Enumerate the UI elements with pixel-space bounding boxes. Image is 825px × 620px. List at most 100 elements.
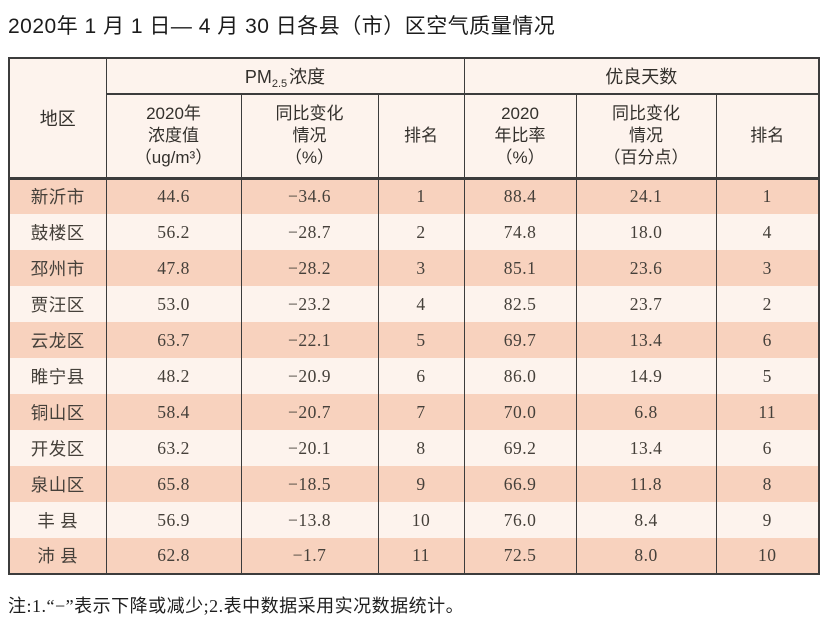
good-rate-cell: 88.4 [463,178,577,214]
pm-rank-cell: 2 [377,214,465,250]
good-change-cell: 24.1 [575,178,717,214]
region-cell: 邳州市 [8,250,107,286]
pm-rank-cell: 8 [377,430,465,466]
pm-rank-cell: 10 [377,502,465,538]
table-row: 新沂市 44.6 −34.6 1 88.4 24.1 1 [8,178,820,214]
good-change-cell: 23.7 [575,286,717,322]
pm-change-cell: −28.2 [240,250,379,286]
pm-value-cell: 63.2 [105,430,242,466]
column-header-pm-value: 2020年 浓度值 （ug/m³） [105,94,242,180]
region-cell: 睢宁县 [8,358,107,394]
region-cell: 贾汪区 [8,286,107,322]
pm-change-cell: −34.6 [240,178,379,214]
header-group-row: 地区 PM2.5 浓度 优良天数 [8,58,820,180]
pm25-label-suffix: 浓度 [289,66,326,87]
column-header-pm-change: 同比变化 情况 （%） [240,94,379,180]
good-rank-cell: 6 [715,430,820,466]
column-header-good-change: 同比变化 情况 （百分点） [575,94,717,180]
pm-value-cell: 56.2 [105,214,242,250]
region-cell: 鼓楼区 [8,214,107,250]
pm-change-cell: −20.7 [240,394,379,430]
footnote: 注:1.“−”表示下降或减少;2.表中数据采用实况数据统计。 [8,596,465,616]
pm-rank-cell: 5 [377,322,465,358]
table-row: 丰 县 56.9 −13.8 10 76.0 8.4 9 [8,502,820,538]
pm-value-cell: 56.9 [105,502,242,538]
region-cell: 铜山区 [8,394,107,430]
good-rank-cell: 3 [715,250,820,286]
column-header-region: 地区 [8,58,107,180]
pm-change-cell: −1.7 [240,538,379,574]
good-change-cell: 13.4 [575,430,717,466]
good-rate-cell: 72.5 [463,538,577,574]
pm-change-cell: −20.1 [240,430,379,466]
table-row: 开发区 63.2 −20.1 8 69.2 13.4 6 [8,430,820,466]
pm-value-cell: 65.8 [105,466,242,502]
table-row: 鼓楼区 56.2 −28.7 2 74.8 18.0 4 [8,214,820,250]
column-group-good-days: 优良天数 [463,58,820,95]
good-rate-cell: 86.0 [463,358,577,394]
good-change-cell: 13.4 [575,322,717,358]
pm-change-cell: −23.2 [240,286,379,322]
good-change-cell: 18.0 [575,214,717,250]
region-cell: 开发区 [8,430,107,466]
table-body: 新沂市 44.6 −34.6 1 88.4 24.1 1 鼓楼区 56.2 −28.7 2 74.8 1… [8,178,820,574]
pm-value-cell: 44.6 [105,178,242,214]
good-rank-cell: 6 [715,322,820,358]
pm-value-cell: 62.8 [105,538,242,574]
pm-rank-cell: 9 [377,466,465,502]
good-rank-cell: 8 [715,466,820,502]
page-title: 2020年 1 月 1 日— 4 月 30 日各县（市）区空气质量情况 [8,15,556,38]
good-rate-cell: 70.0 [463,394,577,430]
good-change-cell: 8.0 [575,538,717,574]
region-cell: 沛 县 [8,538,107,574]
good-rate-cell: 76.0 [463,502,577,538]
pm-change-cell: −13.8 [240,502,379,538]
table-row: 铜山区 58.4 −20.7 7 70.0 6.8 11 [8,394,820,430]
good-change-cell: 14.9 [575,358,717,394]
pm-value-cell: 58.4 [105,394,242,430]
good-rate-cell: 69.7 [463,322,577,358]
good-rate-cell: 85.1 [463,250,577,286]
pm-value-cell: 53.0 [105,286,242,322]
region-cell: 泉山区 [8,466,107,502]
page: 2020年 1 月 1 日— 4 月 30 日各县（市）区空气质量情况 地区 P… [0,10,825,620]
pm-rank-cell: 11 [377,538,465,574]
good-rank-cell: 4 [715,214,820,250]
pm-change-cell: −18.5 [240,466,379,502]
table-row: 泉山区 65.8 −18.5 9 66.9 11.8 8 [8,466,820,502]
pm-rank-cell: 7 [377,394,465,430]
good-change-cell: 8.4 [575,502,717,538]
pm-change-cell: −28.7 [240,214,379,250]
pm-change-cell: −22.1 [240,322,379,358]
good-rank-cell: 5 [715,358,820,394]
air-quality-table: 地区 PM2.5 浓度 优良天数 2020年 浓度值 （ug/m³） 同比变化 情… [8,57,821,575]
pm-value-cell: 47.8 [105,250,242,286]
header-sub-row: 2020年 浓度值 （ug/m³） 同比变化 情况 （%） 排名 2020 年比… [9,94,820,180]
column-header-good-rate: 2020 年比率 （%） [463,94,577,180]
region-cell: 云龙区 [8,322,107,358]
region-cell: 丰 县 [8,502,107,538]
good-rank-cell: 2 [715,286,820,322]
region-cell: 新沂市 [8,178,107,214]
good-change-cell: 23.6 [575,250,717,286]
good-change-cell: 6.8 [575,394,717,430]
good-rate-cell: 82.5 [463,286,577,322]
table-header: 地区 PM2.5 浓度 优良天数 2020年 浓度值 （ug/m³） 同比变化 情… [8,58,820,180]
good-rank-cell: 1 [715,178,820,214]
good-rate-cell: 74.8 [463,214,577,250]
good-rank-cell: 9 [715,502,820,538]
table-row: 邳州市 47.8 −28.2 3 85.1 23.6 3 [8,250,820,286]
table-row: 睢宁县 48.2 −20.9 6 86.0 14.9 5 [8,358,820,394]
good-change-cell: 11.8 [575,466,717,502]
pm-change-cell: −20.9 [240,358,379,394]
good-rate-cell: 66.9 [463,466,577,502]
column-header-pm-rank: 排名 [377,94,465,180]
good-rate-cell: 69.2 [463,430,577,466]
pm-value-cell: 63.7 [105,322,242,358]
pm-rank-cell: 4 [377,286,465,322]
good-rank-cell: 10 [715,538,820,574]
pm-rank-cell: 1 [377,178,465,214]
pm25-label-subscript: 2.5 [271,77,288,90]
pm-value-cell: 48.2 [105,358,242,394]
pm-rank-cell: 6 [377,358,465,394]
